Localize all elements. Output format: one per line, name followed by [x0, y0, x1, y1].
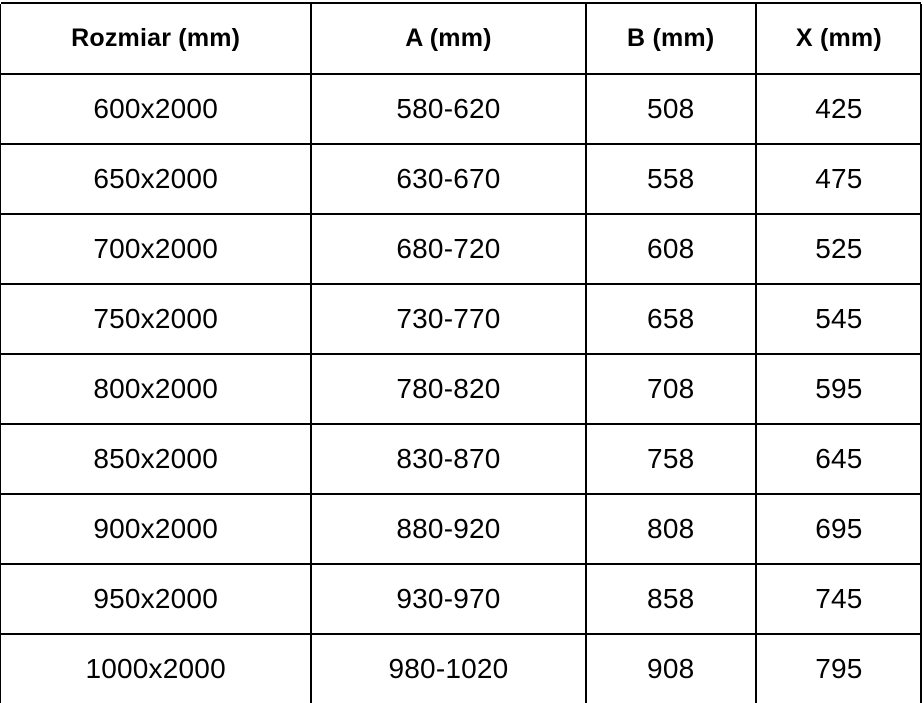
table-row: 700x2000 680-720 608 525: [1, 214, 921, 285]
column-header-b: B (mm): [585, 2, 757, 75]
cell-b: 908: [585, 634, 757, 703]
cell-size: 750x2000: [1, 284, 313, 355]
table-right-border: [920, 4, 922, 703]
cell-size: 850x2000: [1, 424, 313, 495]
cell-a: 580-620: [311, 74, 587, 145]
cell-b: 658: [585, 284, 757, 355]
cell-b: 558: [585, 144, 757, 215]
cell-x: 795: [755, 634, 921, 703]
column-header-a: A (mm): [311, 2, 587, 75]
cell-a: 980-1020: [311, 634, 587, 703]
cell-x: 645: [755, 424, 921, 495]
table-row: 1000x2000 980-1020 908 795: [1, 634, 921, 703]
cell-a: 630-670: [311, 144, 587, 215]
cell-size: 600x2000: [1, 74, 313, 145]
cell-size: 900x2000: [1, 494, 313, 565]
cell-x: 425: [755, 74, 921, 145]
cell-b: 708: [585, 354, 757, 425]
cell-a: 780-820: [311, 354, 587, 425]
cell-b: 758: [585, 424, 757, 495]
cell-size: 950x2000: [1, 564, 313, 635]
cell-a: 880-920: [311, 494, 587, 565]
table-row: 600x2000 580-620 508 425: [1, 74, 921, 145]
table-row: 900x2000 880-920 808 695: [1, 494, 921, 565]
cell-x: 695: [755, 494, 921, 565]
cell-size: 1000x2000: [1, 634, 313, 703]
cell-a: 680-720: [311, 214, 587, 285]
table-row: 850x2000 830-870 758 645: [1, 424, 921, 495]
table-body: 600x2000 580-620 508 425 650x2000 630-67…: [1, 74, 921, 703]
table-row: 750x2000 730-770 658 545: [1, 284, 921, 355]
cell-b: 508: [585, 74, 757, 145]
column-header-x: X (mm): [755, 2, 921, 75]
cell-x: 595: [755, 354, 921, 425]
cell-x: 475: [755, 144, 921, 215]
table-header: Rozmiar (mm) A (mm) B (mm) X (mm): [1, 2, 921, 75]
cell-a: 730-770: [311, 284, 587, 355]
cell-x: 545: [755, 284, 921, 355]
table-left-border: [0, 4, 1, 703]
cell-a: 830-870: [311, 424, 587, 495]
table-row: 950x2000 930-970 858 745: [1, 564, 921, 635]
cell-b: 858: [585, 564, 757, 635]
cell-a: 930-970: [311, 564, 587, 635]
cell-size: 700x2000: [1, 214, 313, 285]
table-row: 800x2000 780-820 708 595: [1, 354, 921, 425]
table-header-row: Rozmiar (mm) A (mm) B (mm) X (mm): [1, 2, 921, 75]
cell-size: 800x2000: [1, 354, 313, 425]
cell-x: 525: [755, 214, 921, 285]
cell-x: 745: [755, 564, 921, 635]
column-header-size: Rozmiar (mm): [1, 2, 313, 75]
cell-b: 808: [585, 494, 757, 565]
cell-b: 608: [585, 214, 757, 285]
table-row: 650x2000 630-670 558 475: [1, 144, 921, 215]
cell-size: 650x2000: [1, 144, 313, 215]
